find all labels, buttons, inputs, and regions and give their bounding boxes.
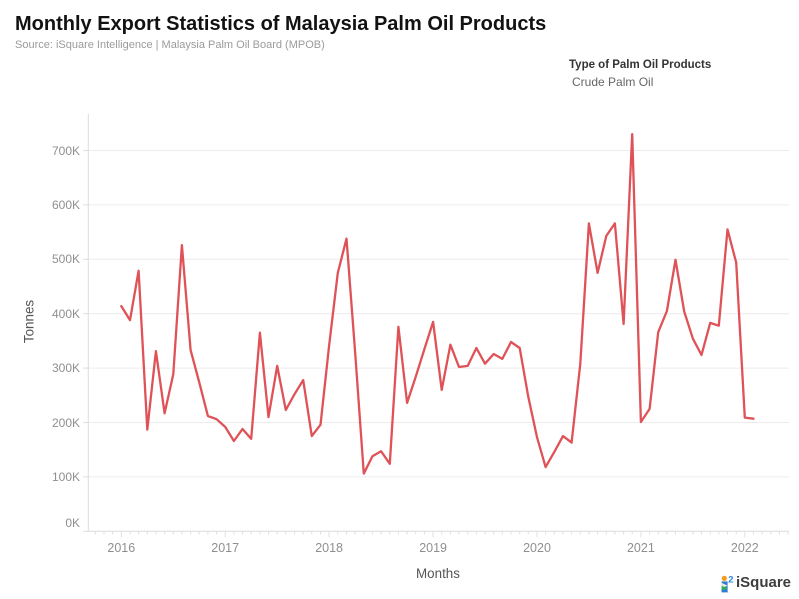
- svg-text:2: 2: [728, 575, 733, 586]
